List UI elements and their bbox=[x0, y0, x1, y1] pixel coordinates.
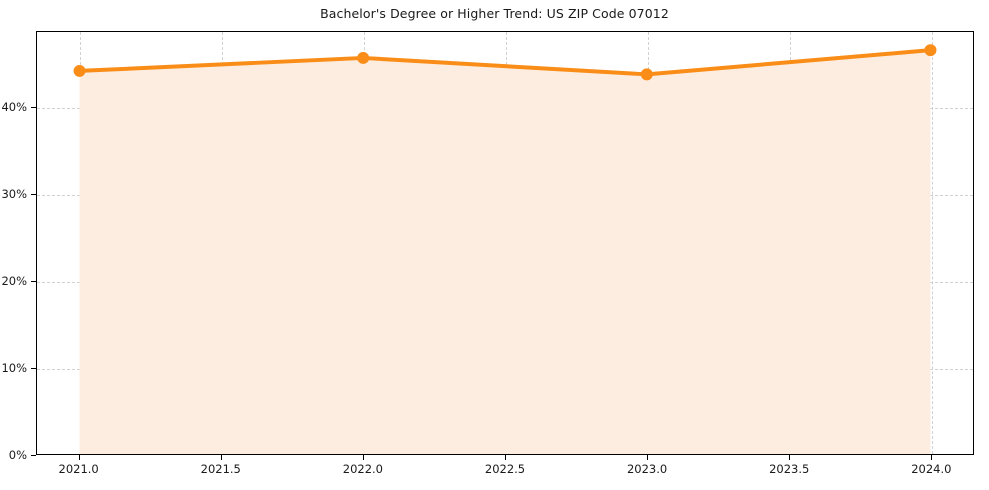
x-tick-mark bbox=[220, 455, 222, 460]
y-tick-mark bbox=[31, 368, 36, 370]
y-tick-label: 30% bbox=[1, 187, 27, 202]
plot-area: 2021: 44.3% 2022: 45.8% 2023: 43.9% 2024: 4… bbox=[36, 31, 974, 455]
x-tick-label: 2022.5 bbox=[484, 462, 526, 476]
gridline-vertical bbox=[932, 32, 934, 454]
series-layer: 2021: 44.3% 2022: 45.8% 2023: 43.9% 2024: 4… bbox=[73, 44, 937, 454]
series-area-fill bbox=[79, 50, 931, 454]
x-tick-label: 2021.5 bbox=[200, 462, 241, 476]
series-line bbox=[77, 48, 933, 77]
plot-inner: 2021: 44.3% 2022: 45.8% 2023: 43.9% 2024: 4… bbox=[37, 32, 973, 454]
chart-title: Bachelor's Degree or Higher Trend: US ZI… bbox=[320, 6, 669, 21]
data-point-marker: 2024: 46.7% bbox=[924, 44, 937, 57]
x-tick-label: 2024.0 bbox=[911, 462, 952, 476]
y-tick-label: 0% bbox=[8, 448, 27, 462]
y-tick-mark bbox=[31, 194, 36, 196]
y-tick-label: 40% bbox=[1, 100, 27, 115]
x-tick-label: 2022.0 bbox=[342, 462, 383, 476]
y-tick-label: 20% bbox=[1, 274, 27, 289]
x-tick-mark bbox=[931, 455, 933, 460]
x-tick-mark bbox=[789, 455, 791, 460]
x-tick-label: 2023.0 bbox=[626, 462, 668, 476]
x-tick-label: 2021.0 bbox=[58, 462, 99, 476]
x-tick-mark bbox=[647, 455, 649, 460]
y-tick-label: 10% bbox=[1, 361, 27, 376]
x-tick-mark bbox=[505, 455, 506, 460]
data-point-marker: 2022: 45.8% bbox=[357, 51, 370, 64]
x-tick-mark bbox=[78, 455, 80, 460]
x-tick-mark bbox=[362, 455, 364, 460]
y-tick-mark bbox=[31, 455, 36, 456]
data-point-marker: 2021: 44.3% bbox=[73, 64, 86, 77]
x-tick-label: 2023.5 bbox=[769, 462, 810, 476]
data-point-marker: 2023: 43.9% bbox=[640, 68, 653, 81]
y-tick-mark bbox=[31, 281, 36, 283]
y-tick-mark bbox=[31, 107, 36, 109]
